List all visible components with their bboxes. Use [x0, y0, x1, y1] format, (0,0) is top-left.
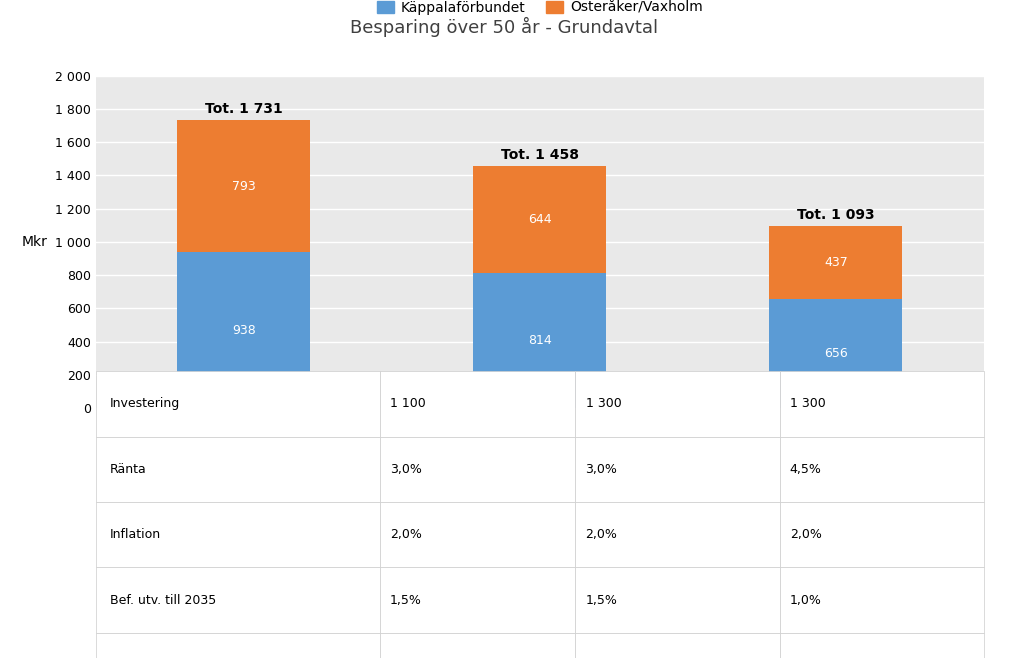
Text: Besparing över 50 år - Grundavtal: Besparing över 50 år - Grundavtal — [350, 16, 659, 37]
Text: 938: 938 — [232, 324, 255, 336]
Bar — [769, 226, 902, 299]
Text: Tot. 1 093: Tot. 1 093 — [797, 208, 875, 222]
Bar — [178, 252, 311, 408]
Y-axis label: Mkr: Mkr — [21, 235, 47, 249]
Legend: Käppalaförbundet, Österåker/Vaxholm: Käppalaförbundet, Österåker/Vaxholm — [371, 0, 708, 20]
Text: 793: 793 — [232, 180, 255, 193]
Bar — [178, 120, 311, 252]
Text: 437: 437 — [824, 256, 848, 269]
Text: Tot. 1 731: Tot. 1 731 — [205, 102, 283, 116]
Text: Tot. 1 458: Tot. 1 458 — [500, 147, 579, 162]
Bar — [473, 166, 606, 272]
Bar — [473, 272, 606, 408]
Bar — [769, 299, 902, 408]
Text: 644: 644 — [528, 213, 552, 226]
Text: 814: 814 — [528, 334, 552, 347]
Text: 656: 656 — [824, 347, 848, 360]
